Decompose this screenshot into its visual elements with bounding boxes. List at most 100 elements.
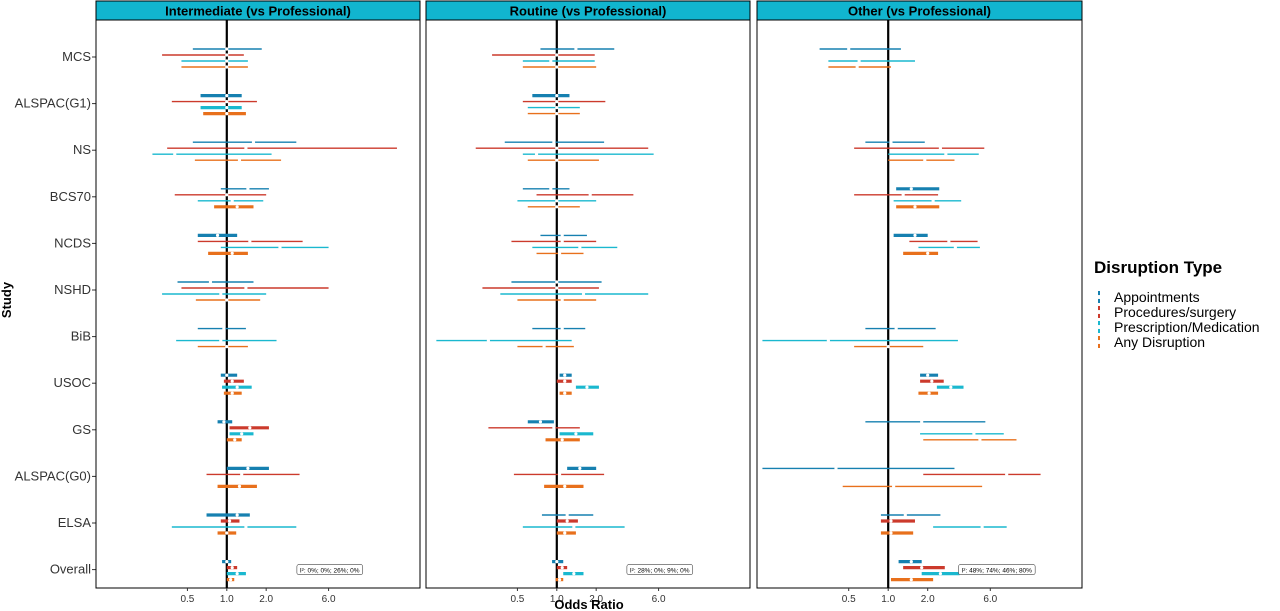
point-estimate bbox=[240, 472, 244, 476]
point-estimate bbox=[555, 286, 559, 290]
point-estimate bbox=[246, 187, 250, 191]
point-estimate bbox=[555, 53, 559, 57]
point-estimate bbox=[225, 100, 229, 104]
point-estimate bbox=[230, 379, 234, 383]
point-estimate bbox=[538, 420, 543, 424]
point-estimate bbox=[244, 525, 248, 529]
legend-key-procedures bbox=[1096, 306, 1102, 318]
legend-title: Disruption Type bbox=[1094, 258, 1223, 277]
point-estimate bbox=[235, 572, 239, 576]
heterogeneity-note: I²: 0%; 0%; 26%; 0% bbox=[300, 568, 360, 575]
point-estimate bbox=[913, 205, 917, 209]
point-estimate bbox=[227, 519, 232, 523]
point-estimate bbox=[909, 187, 913, 191]
x-axis-title: Odds Ratio bbox=[554, 597, 623, 611]
heterogeneity-box bbox=[296, 564, 364, 575]
point-estimate bbox=[953, 245, 957, 249]
point-estimate bbox=[225, 193, 229, 197]
point-estimate bbox=[581, 292, 586, 296]
point-estimate bbox=[233, 438, 237, 442]
heterogeneity-note: I²: 48%; 74%; 46%; 80% bbox=[962, 568, 1033, 575]
point-estimate bbox=[578, 466, 582, 470]
point-estimate bbox=[560, 239, 564, 243]
point-estimate bbox=[909, 560, 913, 564]
point-estimate bbox=[557, 578, 562, 582]
legend-label: Prescription/Medication bbox=[1114, 319, 1260, 335]
point-estimate bbox=[534, 152, 539, 156]
point-estimate bbox=[574, 432, 578, 436]
panel-frame bbox=[425, 19, 751, 589]
point-estimate bbox=[244, 146, 248, 150]
point-estimate bbox=[565, 519, 569, 523]
y-tick-label: ALSPAC(G0) bbox=[15, 468, 91, 483]
point-estimate bbox=[949, 385, 953, 389]
point-estimate bbox=[563, 373, 567, 377]
point-estimate bbox=[225, 298, 229, 302]
x-tick-label: 2.0 bbox=[589, 594, 603, 605]
point-estimate bbox=[248, 426, 252, 430]
y-tick-label: BiB bbox=[71, 329, 91, 344]
point-estimate bbox=[555, 199, 559, 203]
point-estimate bbox=[555, 65, 559, 69]
y-tick-label: NCDS bbox=[54, 235, 91, 250]
point-estimate bbox=[246, 466, 250, 470]
x-tick-label: 2.0 bbox=[259, 594, 273, 605]
point-estimate bbox=[886, 345, 890, 349]
point-estimate bbox=[235, 385, 239, 389]
x-tick-label: 1.0 bbox=[550, 594, 564, 605]
point-estimate bbox=[240, 432, 244, 436]
legend: Disruption Type Appointments Procedures/… bbox=[1092, 258, 1280, 350]
point-estimate bbox=[901, 193, 905, 197]
point-estimate bbox=[222, 420, 226, 424]
point-estimate bbox=[557, 251, 562, 255]
point-estimate bbox=[931, 199, 935, 203]
point-estimate bbox=[549, 59, 553, 63]
legend-item-appointments: Appointments bbox=[1092, 289, 1280, 305]
point-estimate bbox=[572, 525, 576, 529]
point-estimate bbox=[555, 205, 559, 209]
point-estimate bbox=[980, 525, 984, 529]
point-estimate bbox=[938, 146, 943, 150]
point-estimate bbox=[219, 339, 223, 343]
point-estimate bbox=[555, 146, 559, 150]
point-estimate bbox=[585, 385, 589, 389]
point-estimate bbox=[563, 531, 567, 535]
x-tick-label: 1.0 bbox=[881, 594, 895, 605]
point-estimate bbox=[560, 566, 564, 570]
point-estimate bbox=[230, 251, 234, 255]
panel-frame bbox=[95, 19, 421, 589]
point-estimate bbox=[173, 152, 177, 156]
point-estimate bbox=[978, 438, 982, 442]
point-estimate bbox=[555, 106, 559, 110]
x-tick-label: 0.5 bbox=[842, 594, 856, 605]
point-estimate bbox=[555, 94, 559, 98]
point-estimate bbox=[560, 327, 564, 331]
point-estimate bbox=[552, 426, 556, 430]
point-estimate bbox=[903, 513, 907, 517]
x-tick-label: 0.5 bbox=[180, 594, 194, 605]
legend-key-appointments bbox=[1096, 291, 1102, 303]
point-estimate bbox=[549, 187, 553, 191]
point-estimate bbox=[826, 339, 830, 343]
heterogeneity-box bbox=[626, 564, 694, 575]
point-estimate bbox=[565, 513, 569, 517]
y-tick-label: ELSA bbox=[58, 515, 92, 530]
point-estimate bbox=[889, 531, 893, 535]
point-estimate bbox=[913, 233, 917, 237]
point-estimate bbox=[578, 245, 582, 249]
point-estimate bbox=[278, 245, 282, 249]
point-estimate bbox=[555, 100, 559, 104]
point-estimate bbox=[225, 345, 229, 349]
x-tick-label: 6.0 bbox=[652, 594, 666, 605]
point-estimate bbox=[560, 298, 564, 302]
point-estimate bbox=[225, 65, 229, 69]
point-estimate bbox=[560, 233, 564, 237]
legend-item-any-disruption: Any Disruption bbox=[1092, 334, 1280, 350]
y-tick-label: NS bbox=[73, 142, 91, 157]
point-estimate bbox=[944, 152, 948, 156]
point-estimate bbox=[972, 432, 976, 436]
x-tick-label: 1.0 bbox=[220, 594, 234, 605]
heterogeneity-box bbox=[958, 564, 1036, 575]
y-axis-title: Study bbox=[0, 281, 14, 318]
point-estimate bbox=[225, 106, 229, 110]
